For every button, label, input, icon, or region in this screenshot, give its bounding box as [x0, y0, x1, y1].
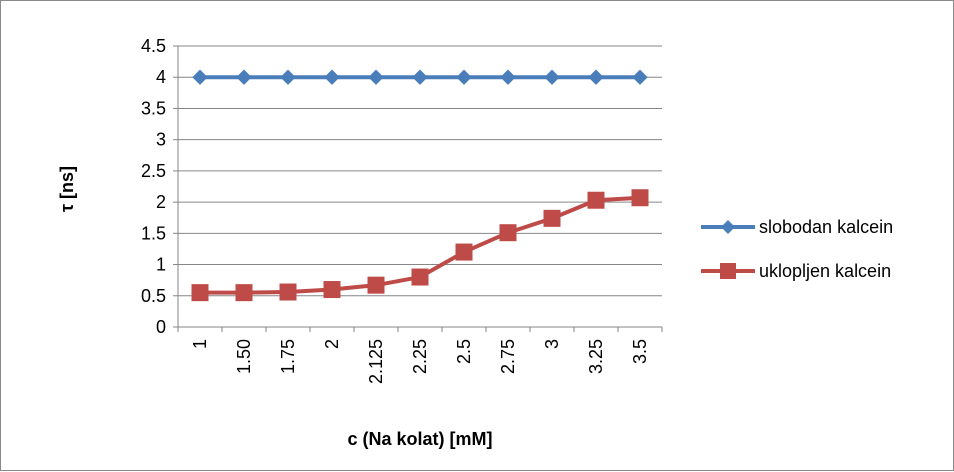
axes: [173, 45, 663, 332]
data-point-marker: [544, 69, 560, 85]
y-tick-label: 4: [156, 67, 166, 87]
y-tick-label: 0: [156, 317, 166, 337]
x-axis-title: c (Na kolat) [mM]: [347, 429, 492, 449]
y-tick-label: 3.5: [141, 98, 166, 118]
y-tick-label: 2: [156, 192, 166, 212]
data-point-marker: [235, 284, 253, 302]
x-tick-label: 1.50: [234, 339, 254, 374]
data-point-marker: [456, 69, 472, 85]
y-tick-labels: 0 0.5 1 1.5 2 2.5 3 3.5 4 4.5: [141, 36, 166, 337]
data-point-marker: [323, 281, 341, 299]
data-point-marker: [588, 69, 604, 85]
data-point-marker: [543, 209, 561, 227]
x-tick-label: 2.125: [366, 339, 386, 384]
x-tick-label: 3.25: [586, 339, 606, 374]
data-point-marker: [587, 191, 605, 209]
data-point-marker: [368, 69, 384, 85]
data-point-marker: [499, 224, 517, 242]
legend-marker: [721, 220, 735, 234]
x-tick-label: 2: [322, 339, 342, 349]
x-tick-label: 1: [190, 339, 210, 349]
y-tick-label: 3: [156, 130, 166, 150]
data-point-marker: [236, 69, 252, 85]
y-axis-title: τ [ns]: [57, 166, 77, 212]
data-point-marker: [412, 69, 428, 85]
data-point-marker: [280, 69, 296, 85]
legend-marker: [720, 263, 736, 279]
data-point-marker: [411, 268, 429, 286]
data-point-marker: [632, 69, 648, 85]
x-tick-label: 3.5: [630, 339, 650, 364]
y-tick-label: 0.5: [141, 286, 166, 306]
x-tick-label: 3: [542, 339, 562, 349]
y-tick-label: 2.5: [141, 161, 166, 181]
x-tick-label: 2.75: [498, 339, 518, 374]
x-tick-labels: 1 1.50 1.75 2 2.125 2.25 2.5 2.75 3 3.25 3.5: [190, 339, 650, 384]
legend-label: slobodan kalcein: [759, 217, 893, 237]
y-tick-label: 1.5: [141, 223, 166, 243]
data-point-marker: [500, 69, 516, 85]
data-point-marker: [631, 189, 649, 207]
y-tick-label: 4.5: [141, 36, 166, 56]
data-point-marker: [367, 276, 385, 294]
series-group: [191, 69, 649, 302]
x-tick-label: 2.25: [410, 339, 430, 374]
x-tick-label: 2.5: [454, 339, 474, 364]
legend: slobodan kalcein uklopljen kalcein: [701, 217, 893, 281]
y-tick-label: 1: [156, 255, 166, 275]
data-point-marker: [279, 283, 297, 301]
x-tick-label: 1.75: [278, 339, 298, 374]
data-point-marker: [192, 69, 208, 85]
data-point-marker: [324, 69, 340, 85]
data-point-marker: [191, 284, 209, 302]
legend-label: uklopljen kalcein: [759, 261, 891, 281]
data-point-marker: [455, 243, 473, 261]
